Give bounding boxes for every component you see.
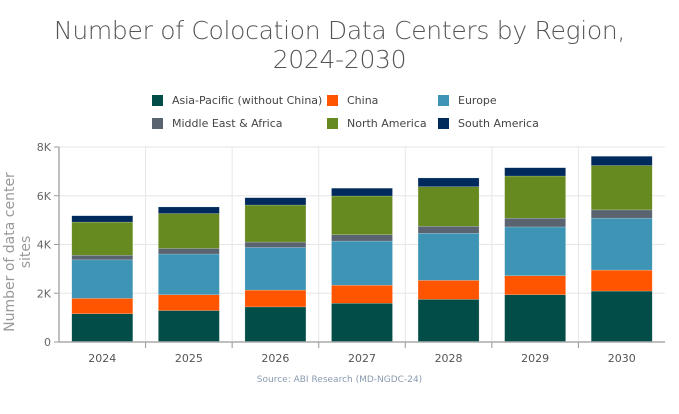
bar-segment-2028-china <box>417 280 480 300</box>
legend-label: North America <box>347 117 427 130</box>
legend-swatch <box>438 95 449 106</box>
y-tick-label: 8K <box>37 141 52 154</box>
bar-segment-2026-asia-pacific-without-china- <box>244 306 307 343</box>
legend-label: Asia-Pacific (without China) <box>172 94 323 107</box>
bar-segment-2027-europe <box>331 240 393 286</box>
bar-segment-2027-china <box>331 284 393 304</box>
bar-segment-2029-south-america <box>504 167 566 177</box>
x-tick-label: 2029 <box>521 352 549 365</box>
legend-item-china[interactable]: China <box>327 94 378 107</box>
legend-item-middle-east-africa[interactable]: Middle East & Africa <box>152 117 283 130</box>
x-tick-label: 2026 <box>261 352 289 365</box>
bar-segment-2024-middle-east-africa <box>71 254 134 261</box>
bar-segment-2030-china <box>590 269 653 292</box>
bar-segment-2028-south-america <box>417 177 480 187</box>
bar-segment-2027-middle-east-africa <box>331 234 393 242</box>
x-tick-label: 2024 <box>88 352 116 365</box>
bar-segment-2028-asia-pacific-without-china- <box>417 299 480 343</box>
bar-segment-2028-middle-east-africa <box>417 225 480 234</box>
y-tick-label: 2K <box>37 287 52 300</box>
bar-segment-2030-europe <box>590 217 653 271</box>
x-tick-label: 2027 <box>348 352 376 365</box>
bar-segment-2024-asia-pacific-without-china- <box>71 313 134 343</box>
bar-segment-2027-south-america <box>331 187 393 197</box>
bar-segment-2026-china <box>244 289 307 308</box>
bar-segment-2024-north-america <box>71 221 134 256</box>
x-tick-label: 2028 <box>435 352 463 365</box>
bar-segment-2024-europe <box>71 259 134 299</box>
bar-segment-2029-china <box>504 275 566 295</box>
legend-swatch <box>327 95 338 106</box>
legend-label: South America <box>458 117 539 130</box>
legend-label: China <box>347 94 379 107</box>
bar-segment-2026-europe <box>244 247 307 291</box>
legend-label: Middle East & Africa <box>172 117 283 130</box>
bar-segment-2030-middle-east-africa <box>590 209 653 219</box>
bar-segment-2030-asia-pacific-without-china- <box>590 290 653 343</box>
x-tick-label: 2025 <box>175 352 203 365</box>
bar-segment-2026-middle-east-africa <box>244 241 307 248</box>
bar-segment-2029-north-america <box>504 175 566 219</box>
bar-segment-2030-north-america <box>590 165 653 211</box>
bar-segment-2028-europe <box>417 233 480 281</box>
bar-segment-2029-asia-pacific-without-china- <box>504 294 566 343</box>
bar-segment-2030-south-america <box>590 156 653 166</box>
legend-item-south-america[interactable]: South America <box>438 117 539 130</box>
y-tick-label: 6K <box>37 190 52 203</box>
bar-segment-2027-asia-pacific-without-china- <box>331 302 393 343</box>
legend-item-north-america[interactable]: North America <box>327 117 427 130</box>
legend-swatch <box>438 118 449 129</box>
bar-segment-2028-north-america <box>417 186 480 227</box>
chart-title: Number of Colocation Data Centers by Reg… <box>0 16 679 74</box>
bar-segment-2029-middle-east-africa <box>504 217 566 228</box>
bar-segment-2025-south-america <box>158 206 220 214</box>
legend-swatch <box>327 118 338 129</box>
y-tick-label: 4K <box>37 239 52 252</box>
bar-segment-2024-south-america <box>71 215 134 223</box>
title-line-1: Number of Colocation Data Centers by Reg… <box>53 16 626 45</box>
legend-label: Europe <box>458 94 497 107</box>
bar-segment-2025-asia-pacific-without-china- <box>158 310 220 343</box>
legend-item-asia-pacific[interactable]: Asia-Pacific (without China) <box>152 94 322 107</box>
source-note: Source: ABI Research (MD-NGDC-24) <box>256 375 423 385</box>
bar-segment-2026-north-america <box>244 204 307 243</box>
bar-segment-2027-north-america <box>331 195 393 235</box>
legend-item-europe[interactable]: Europe <box>438 94 497 107</box>
bar-segment-2026-south-america <box>244 197 307 206</box>
bar-segment-2029-europe <box>504 226 566 276</box>
bar-segment-2025-middle-east-africa <box>158 248 220 255</box>
legend-swatch <box>152 118 163 129</box>
bar-segment-2025-china <box>158 294 220 311</box>
y-tick-label: 0 <box>44 336 51 349</box>
bar-segment-2025-europe <box>158 253 220 295</box>
x-tick-label: 2030 <box>608 352 636 365</box>
bar-segment-2024-china <box>71 298 134 314</box>
bar-segment-2025-north-america <box>158 213 220 249</box>
title-line-2: 2024-2030 <box>272 45 407 74</box>
legend-swatch <box>152 95 163 106</box>
